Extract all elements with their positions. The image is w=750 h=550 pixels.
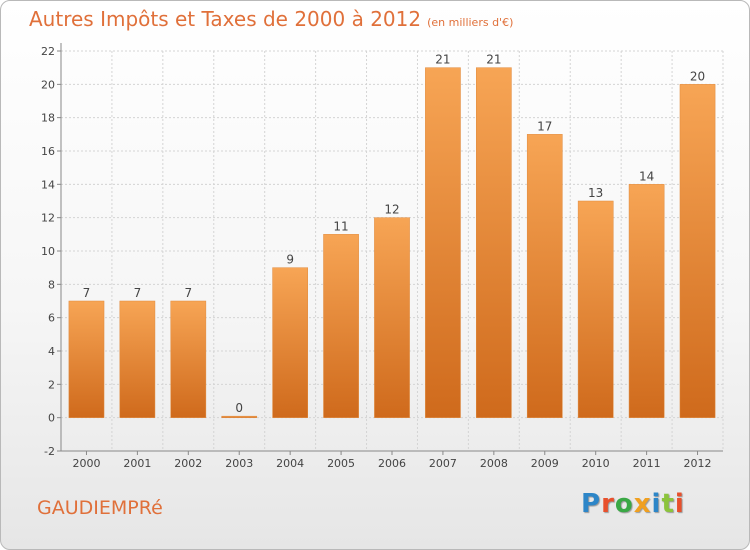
logo-letter: i bbox=[651, 489, 662, 519]
bars bbox=[68, 67, 716, 418]
y-tick-label: 14 bbox=[41, 178, 55, 191]
chart-title: Autres Impôts et Taxes de 2000 à 2012 (en… bbox=[29, 7, 513, 31]
y-tick-label: 0 bbox=[48, 412, 55, 425]
x-tick-label: 2005 bbox=[327, 457, 355, 470]
logo-letter: o bbox=[614, 489, 634, 519]
data-label: 20 bbox=[690, 69, 705, 83]
y-tick-label: 12 bbox=[41, 212, 55, 225]
x-tick-label: 2002 bbox=[174, 457, 202, 470]
data-label: 7 bbox=[184, 286, 192, 300]
x-tick-label: 2000 bbox=[72, 457, 100, 470]
bar bbox=[425, 67, 461, 418]
data-label: 11 bbox=[333, 219, 348, 233]
bar bbox=[119, 300, 156, 418]
bar bbox=[272, 267, 308, 418]
bar bbox=[526, 134, 563, 418]
data-label: 12 bbox=[384, 203, 399, 217]
logo-letter: r bbox=[601, 489, 615, 519]
bar bbox=[374, 217, 410, 418]
bar bbox=[323, 234, 359, 418]
x-tick-label: 2004 bbox=[276, 457, 304, 470]
logo-letter: P bbox=[581, 489, 602, 519]
chart-title-text: Autres Impôts et Taxes de 2000 à 2012 bbox=[29, 7, 422, 31]
data-label: 0 bbox=[235, 401, 243, 415]
y-tick-label: 18 bbox=[41, 112, 55, 125]
data-labels: 7 7 7 0 9 11 12 21 21 17 13 14 20 bbox=[83, 53, 706, 415]
bar bbox=[679, 84, 716, 418]
bar bbox=[577, 200, 614, 418]
bar bbox=[170, 300, 207, 418]
x-tick-label: 2009 bbox=[531, 457, 559, 470]
data-label: 17 bbox=[537, 119, 552, 133]
x-tick-label: 2011 bbox=[633, 457, 661, 470]
x-tick-label: 2006 bbox=[378, 457, 406, 470]
y-tick-label: 2 bbox=[48, 378, 55, 391]
bar bbox=[476, 67, 512, 418]
x-tick-label: 2001 bbox=[123, 457, 151, 470]
x-tick-label: 2003 bbox=[225, 457, 253, 470]
y-tick-label: 4 bbox=[48, 345, 55, 358]
bar bbox=[68, 300, 105, 418]
logo-letter: i bbox=[674, 489, 685, 519]
x-tick-label: 2007 bbox=[429, 457, 457, 470]
x-tick-label: 2012 bbox=[684, 457, 712, 470]
y-tick-label: -2 bbox=[44, 445, 55, 458]
bar bbox=[628, 184, 665, 418]
y-tick-label: 16 bbox=[41, 145, 55, 158]
logo-letter: x bbox=[633, 489, 652, 519]
bar bbox=[221, 415, 258, 418]
data-label: 7 bbox=[83, 286, 91, 300]
data-label: 21 bbox=[486, 53, 501, 67]
data-label: 7 bbox=[134, 286, 142, 300]
data-label: 21 bbox=[435, 53, 450, 67]
commune-name: GAUDIEMPRé bbox=[37, 497, 163, 519]
axes bbox=[57, 43, 723, 455]
y-tick-label: 6 bbox=[48, 312, 55, 325]
y-tick-label: 10 bbox=[41, 245, 55, 258]
y-tick-label: 20 bbox=[41, 78, 55, 91]
x-tick-label: 2008 bbox=[480, 457, 508, 470]
logo-letter: t bbox=[661, 489, 675, 519]
chart-unit: (en milliers d'€) bbox=[427, 16, 514, 29]
proxiti-logo[interactable]: Proxiti bbox=[581, 489, 685, 519]
data-label: 13 bbox=[588, 186, 603, 200]
data-label: 14 bbox=[639, 169, 654, 183]
x-tick-label: 2010 bbox=[582, 457, 610, 470]
data-label: 9 bbox=[286, 253, 294, 267]
y-tick-label: 8 bbox=[48, 278, 55, 291]
y-tick-label: 22 bbox=[41, 45, 55, 58]
